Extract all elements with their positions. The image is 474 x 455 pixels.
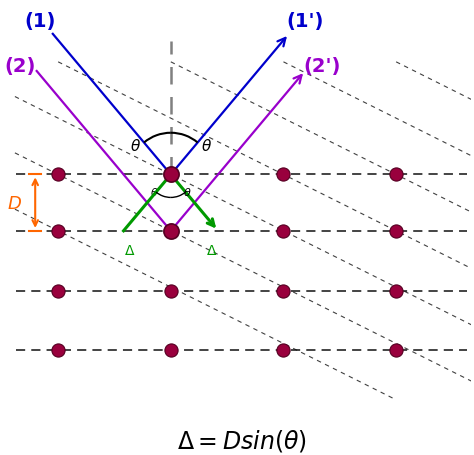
Point bbox=[167, 228, 174, 235]
Text: $\Delta$: $\Delta$ bbox=[206, 244, 218, 258]
Point bbox=[167, 346, 174, 354]
Text: $\theta$: $\theta$ bbox=[130, 138, 141, 154]
Point bbox=[280, 346, 287, 354]
Point bbox=[280, 288, 287, 295]
Text: $\theta$: $\theta$ bbox=[150, 186, 158, 198]
Text: $\theta$: $\theta$ bbox=[201, 138, 212, 154]
Text: $\Delta = Dsin(\theta)$: $\Delta = Dsin(\theta)$ bbox=[177, 427, 307, 453]
Text: $\theta$: $\theta$ bbox=[183, 186, 192, 198]
Point bbox=[167, 172, 174, 179]
Point bbox=[167, 228, 174, 235]
Text: (1'): (1') bbox=[287, 12, 324, 30]
Point bbox=[280, 172, 287, 179]
Text: (2'): (2') bbox=[303, 57, 340, 76]
Text: (2): (2) bbox=[4, 57, 36, 76]
Text: $D$: $D$ bbox=[7, 194, 22, 212]
Point bbox=[55, 228, 62, 235]
Text: $\Delta$: $\Delta$ bbox=[124, 244, 136, 258]
Point bbox=[55, 288, 62, 295]
Text: (1): (1) bbox=[25, 12, 56, 30]
Point bbox=[392, 172, 400, 179]
Point bbox=[167, 288, 174, 295]
Point bbox=[280, 228, 287, 235]
Point bbox=[392, 346, 400, 354]
Point bbox=[392, 228, 400, 235]
Point bbox=[392, 288, 400, 295]
Point bbox=[167, 172, 174, 179]
Point bbox=[55, 172, 62, 179]
Point bbox=[55, 346, 62, 354]
